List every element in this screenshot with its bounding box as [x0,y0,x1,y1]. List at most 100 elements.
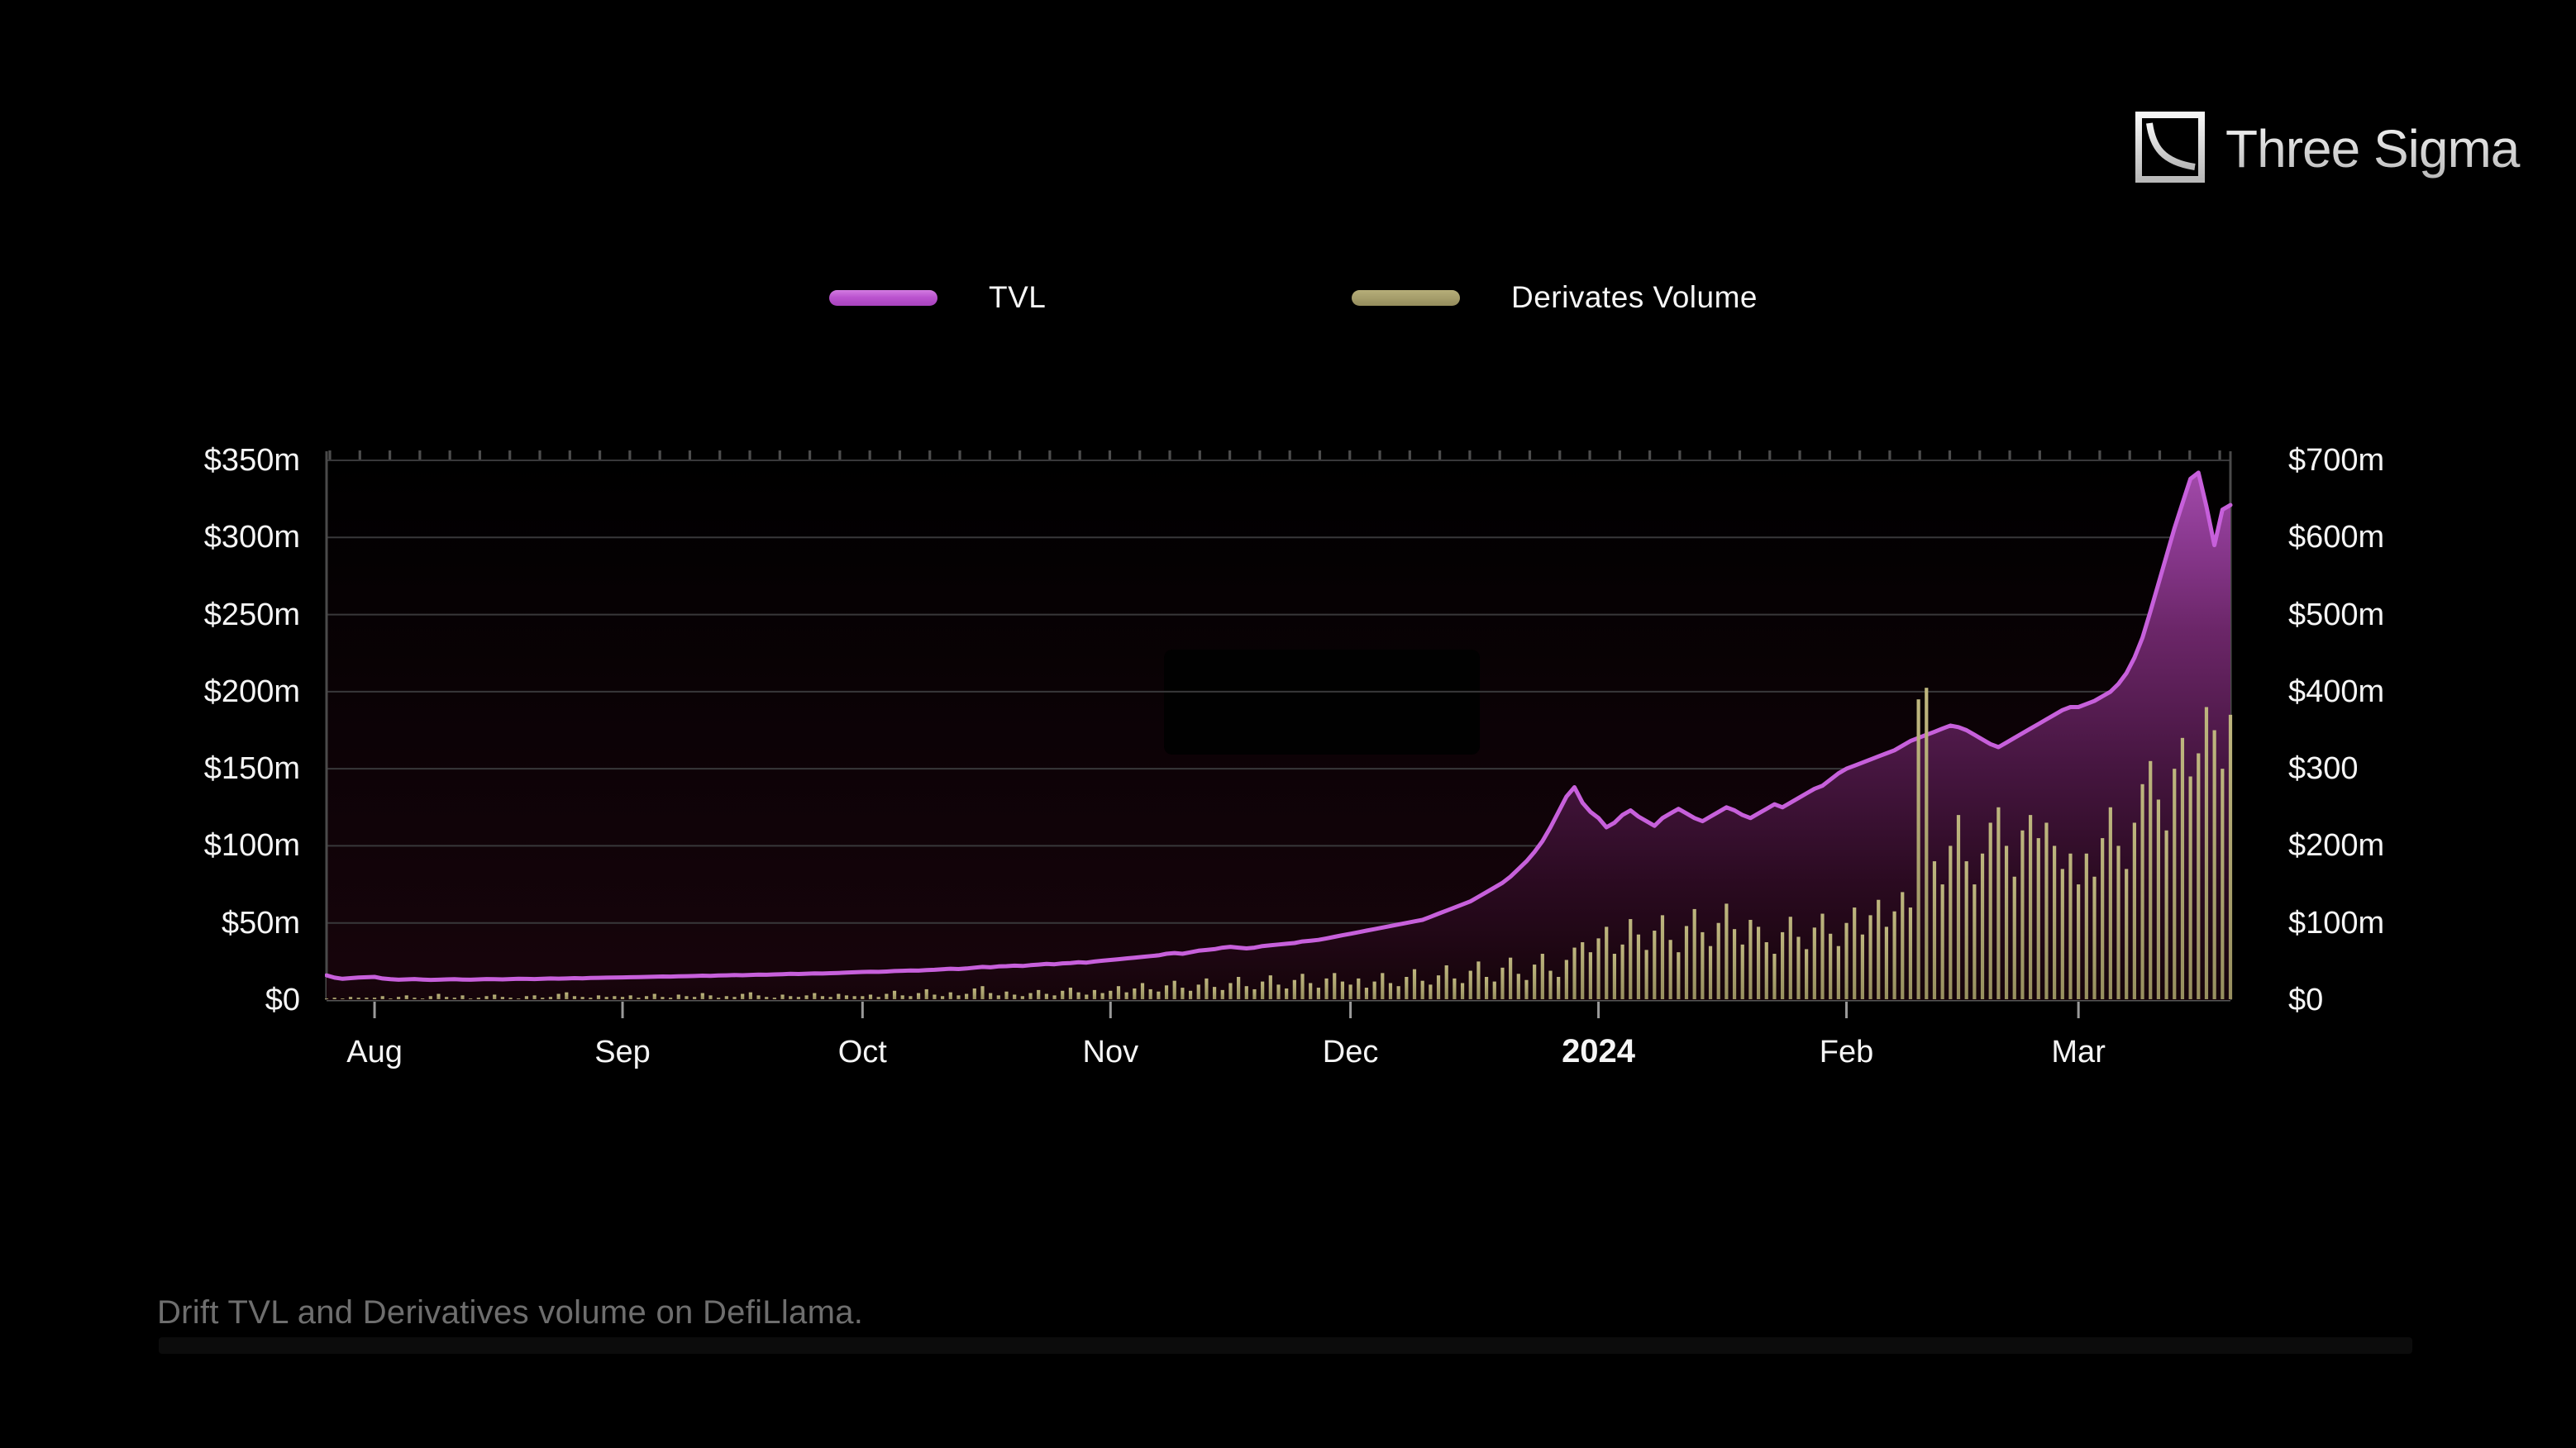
volume-bar [341,998,345,999]
month-label: 2024 [1562,1033,1636,1069]
volume-bar [2173,769,2177,999]
volume-bar [1309,983,1313,999]
volume-bar [2028,815,2033,999]
legend-item-derivates-volume[interactable]: Derivates Volume [1352,279,1758,316]
volume-bar [2228,714,2233,999]
volume-bar [1708,945,1713,999]
volume-bar [1068,988,1073,999]
top-axis-tick [1168,450,1171,460]
top-axis-tick [1708,450,1711,460]
volume-bar [1836,945,1840,999]
volume-bar [2060,869,2064,999]
top-axis-tick [1078,450,1081,460]
top-axis-tick [628,450,632,460]
volume-bar [1252,988,1257,999]
top-axis-tick [1048,450,1052,460]
month-label: Nov [1083,1035,1139,1069]
volume-bar [1901,892,1905,999]
volume-bar [837,993,841,999]
volume-bar [476,998,480,999]
volume-bar [1004,991,1009,999]
volume-bar [484,996,489,999]
volume-bar [1261,981,1265,999]
volume-bar [565,992,569,999]
tvl-legend-swatch [829,289,937,306]
volume-bar [548,997,553,999]
top-axis-tick [2218,450,2221,460]
top-axis-tick [2008,450,2011,460]
volume-bar [1860,934,1864,999]
volume-bar [1724,903,1729,999]
volume-bar [924,988,928,999]
volume-bar [1701,931,1705,999]
volume-bar [2125,869,2129,999]
volume-bar [389,998,393,999]
month-label: Aug [346,1035,403,1069]
volume-bar [1061,990,1065,999]
volume-bar [2084,853,2088,999]
top-axis-tick [898,450,902,460]
volume-bar [1429,984,1433,999]
left-axis-tick-label: $100m [203,828,300,864]
volume-bar [1500,967,1505,999]
volume-bar [741,993,745,999]
volume-bar [1636,934,1641,999]
top-axis-tick [718,450,722,460]
top-axis-tick [1228,450,1232,460]
volume-bar [1660,915,1665,999]
volume-bar [1916,699,1920,999]
volume-bar [1100,993,1104,999]
volume-bar [940,996,945,999]
volume-bar [1820,913,1825,999]
volume-bar [508,998,513,999]
volume-bar [909,996,913,999]
top-axis-tick [1948,450,1952,460]
left-axis-tick-label: $300m [203,520,300,555]
top-axis-tick [958,450,961,460]
volume-bar [2188,776,2192,999]
right-axis-tick-label: $500m [2288,597,2385,632]
volume-bar [613,996,617,999]
volume-bar [460,995,465,999]
volume-bar [628,995,632,999]
derivates-volume-legend-label: Derivates Volume [1511,280,1758,314]
volume-bar [1805,949,1809,999]
volume-bar [1692,908,1696,999]
volume-bar [1420,980,1424,999]
volume-bar [1868,915,1872,999]
volume-bar [1181,988,1185,999]
volume-bar [1468,970,1472,999]
volume-bar [1076,992,1080,999]
left-axis-tick-label: $200m [203,674,300,709]
top-axis-tick [1498,450,1501,460]
volume-bar [1988,822,1992,999]
top-axis-tick [568,450,571,460]
right-axis-tick-label: $300 [2288,751,2359,787]
top-axis-tick [1108,450,1112,460]
top-axis-tick [1618,450,1621,460]
top-axis-tick [328,450,332,460]
top-axis-tick [2038,450,2041,460]
volume-bar [1028,993,1033,999]
volume-bar [1220,989,1224,999]
volume-bar [2101,838,2105,999]
volume-bar [556,993,561,999]
right-axis-tick-label: $0 [2288,983,2324,1017]
top-axis-tick [1408,450,1411,460]
volume-bar [2004,845,2009,999]
volume-bar [2221,769,2225,999]
chart-plot-area[interactable]: Aug Sep Oct Nov Dec 2024 Feb Mar [324,447,2235,1092]
volume-bar [1533,965,1537,999]
volume-bar [1732,929,1737,999]
top-axis-tick [658,450,661,460]
top-axis-tick [1888,450,1891,460]
volume-bar [1908,907,1913,999]
volume-bar [445,997,449,999]
legend-item-tvl[interactable]: TVL [829,279,1046,316]
volume-bar [852,996,856,999]
volume-bar [2116,845,2120,999]
volume-bar [404,995,408,999]
volume-bar [1364,988,1369,999]
volume-bar [1964,861,1968,999]
